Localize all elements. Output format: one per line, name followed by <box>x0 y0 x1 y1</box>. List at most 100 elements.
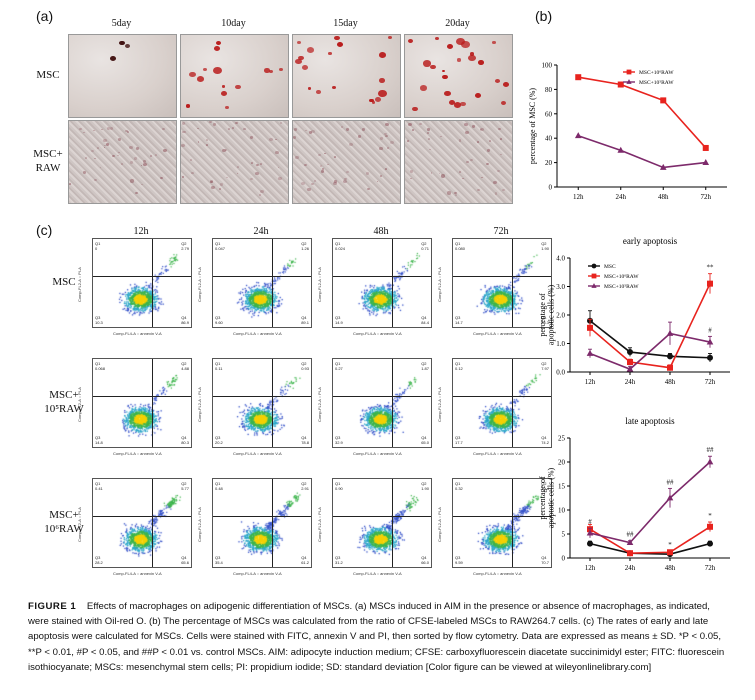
row-label-line: MSC+ <box>49 389 79 401</box>
quadrant-value: 74.2 <box>541 440 549 445</box>
panel-c-column-header: 48h <box>373 226 389 237</box>
data-point-triangle <box>617 146 625 153</box>
flow-x-axis-title: Comp-FL4-A :: annexin V-A <box>473 331 522 336</box>
cell-speck <box>225 177 228 179</box>
quadrant-name: Q4 <box>301 435 307 440</box>
data-point-triangle <box>706 458 714 465</box>
cell-speck <box>310 130 315 134</box>
data-point-square <box>707 523 713 530</box>
cell-speck <box>308 130 313 134</box>
series-1 <box>574 132 710 170</box>
data-point-triangle <box>706 338 714 345</box>
flow-density-dots <box>333 239 431 327</box>
cell-speck <box>142 160 147 163</box>
y-tick-label: 5 <box>562 531 566 539</box>
cell-speck <box>320 170 325 173</box>
quadrant-value: 0.27 <box>335 366 343 371</box>
cell-speck <box>293 128 298 132</box>
cell-speck <box>479 128 482 131</box>
panel-a-column-header: 10day <box>221 18 246 29</box>
y-label-line: percentage of <box>538 476 547 520</box>
quadrant-name: Q4 <box>181 315 187 320</box>
quadrant-value: 19.4 <box>541 486 549 491</box>
cell-speck <box>94 157 97 160</box>
x-tick-label: 72h <box>701 193 712 201</box>
data-point-circle <box>587 540 593 547</box>
y-tick-label: 2.0 <box>556 312 565 320</box>
quadrant-name: Q2 <box>541 361 547 366</box>
cell-speck <box>439 135 442 138</box>
lipid-droplet <box>220 91 228 97</box>
cell-speck <box>429 148 432 151</box>
quadrant-vertical-line <box>511 239 513 327</box>
cell-speck <box>390 140 395 144</box>
quadrant-name: Q4 <box>301 315 307 320</box>
quadrant-vertical-line <box>151 239 153 327</box>
cell-speck <box>103 146 106 148</box>
row-label-line: MSC <box>52 276 76 288</box>
quadrant-value: 65.6 <box>181 560 189 565</box>
cell-speck <box>117 154 119 157</box>
quadrant-vertical-line <box>511 479 513 567</box>
y-tick-label: 40 <box>545 135 553 143</box>
quadrant-name: Q1 <box>455 481 461 486</box>
cell-speck <box>162 127 166 130</box>
flow-y-axis-title: Comp-FL2-A :: PI-A <box>436 507 442 542</box>
quadrant-value: 0 <box>95 246 98 251</box>
x-tick-label: 72h <box>705 378 716 386</box>
cell-speck <box>419 122 423 126</box>
lipid-droplet <box>203 68 207 72</box>
lipid-droplet <box>185 104 190 108</box>
quadrant-name: Q1 <box>335 361 341 366</box>
cell-speck <box>269 137 274 142</box>
quadrant-value: 0.047 <box>215 246 226 251</box>
cell-speck <box>222 149 226 153</box>
data-point-square <box>626 69 632 75</box>
data-point-triangle <box>626 79 632 84</box>
figure-caption: FIGURE 1 Effects of macrophages on adipo… <box>28 599 733 675</box>
quadrant-value: 9.59 <box>455 560 463 565</box>
cell-speck <box>162 149 167 153</box>
cell-speck <box>307 188 311 191</box>
cell-speck <box>343 180 347 183</box>
y-label-line: apoptotic cells (%) <box>547 467 556 528</box>
legend-label: MSC+10⁶RAW <box>639 70 674 76</box>
data-point-square <box>591 273 597 279</box>
lipid-droplet <box>215 40 221 45</box>
series-line <box>577 135 706 169</box>
x-tick-label: 12h <box>573 193 584 201</box>
lipid-droplet <box>316 89 321 94</box>
quadrant-value: 17.7 <box>455 440 463 445</box>
series-0 <box>575 74 709 151</box>
cell-speck <box>430 172 433 174</box>
lipid-droplet <box>221 85 226 88</box>
legend-label: MSC+10⁶RAW <box>604 274 639 280</box>
cell-speck <box>376 180 379 183</box>
x-tick-label: 72h <box>705 564 716 572</box>
quadrant-name: Q1 <box>215 361 221 366</box>
lipid-droplet <box>387 35 393 40</box>
x-tick-label: 24h <box>625 378 636 386</box>
lipid-droplet <box>492 41 496 44</box>
data-point-circle <box>627 349 633 356</box>
data-point-triangle <box>666 494 674 501</box>
cell-speck <box>344 177 347 180</box>
cell-speck <box>96 146 100 149</box>
cell-speck <box>84 156 88 159</box>
lipid-droplet <box>448 100 455 106</box>
significance-mark: * <box>708 512 712 520</box>
cell-speck <box>211 186 215 190</box>
cell-speck <box>349 142 354 146</box>
y-tick-label: 20 <box>558 459 566 467</box>
data-point-triangle <box>626 365 634 372</box>
data-point-triangle <box>626 539 634 546</box>
panel-c-column-header: 72h <box>493 226 509 237</box>
flow-density-dots <box>213 479 311 567</box>
x-tick-label: 24h <box>625 564 636 572</box>
significance-mark: ## <box>667 478 675 486</box>
lipid-droplet <box>119 40 125 46</box>
cell-speck <box>293 136 297 139</box>
cell-speck <box>497 127 502 131</box>
cell-speck <box>311 183 315 186</box>
cell-speck <box>224 148 228 152</box>
